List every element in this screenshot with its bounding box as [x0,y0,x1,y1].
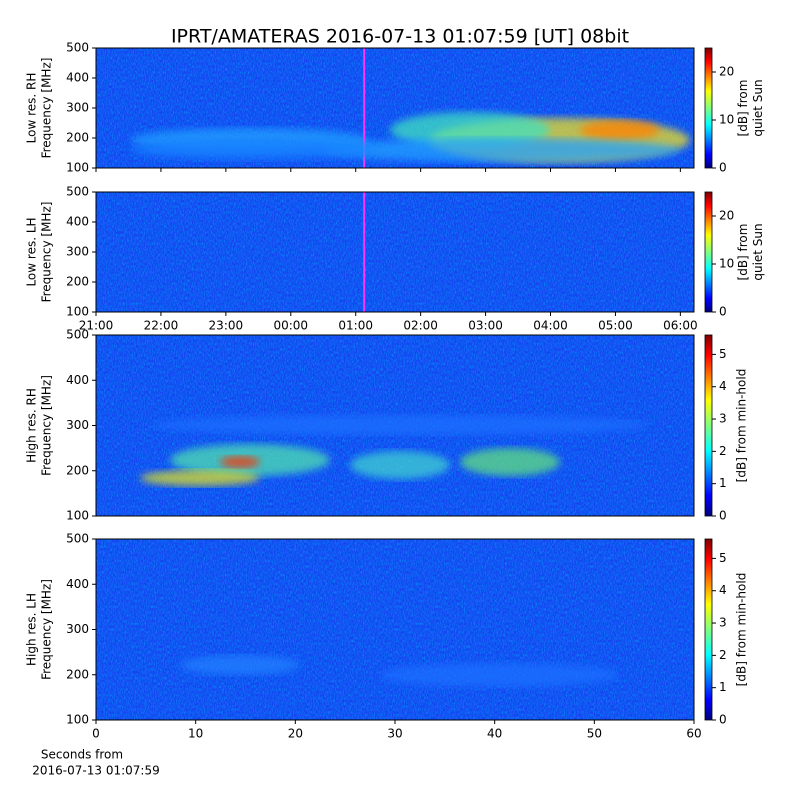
x-tick-label: 50 [587,727,602,741]
x-tick-label: 23:00 [209,319,244,333]
colorbar-label: [dB] from [736,224,750,281]
x-tick-label: 40 [487,727,502,741]
emission [220,456,260,468]
x-tick-label: 01:00 [338,319,373,333]
y-tick-label: 100 [66,161,89,175]
colorbar-tick-label: 10 [719,257,734,271]
y-tick-label: 200 [66,131,89,145]
x-tick-label: 05:00 [598,319,633,333]
colorbar-tick-label: 3 [719,412,727,426]
y-tick-label: 500 [66,41,89,55]
colorbar-tick-label: 0 [719,161,727,175]
emission [140,470,260,486]
emission [380,663,620,687]
y-tick-label: 100 [66,509,89,523]
y-tick-label: 200 [66,667,89,681]
y-tick-label: 100 [66,713,89,727]
y-axis-label: Frequency [MHz] [40,202,54,303]
colorbar-label: quiet Sun [751,223,765,280]
x-axis-label: 2016-07-13 01:07:59 [32,764,159,778]
y-tick-label: 300 [66,418,89,432]
y-axis-label: Frequency [MHz] [40,58,54,159]
colorbar [704,47,713,169]
y-axis-label: Low res. RH [25,73,39,144]
y-tick-label: 400 [66,215,89,229]
emission [580,120,660,140]
colorbar-tick-label: 5 [719,551,727,565]
y-tick-label: 500 [66,532,89,546]
colorbar-tick-label: 2 [719,444,727,458]
x-tick-label: 0 [92,727,100,741]
x-tick-label: 03:00 [468,319,503,333]
colorbar-tick-label: 5 [719,347,727,361]
x-tick-label: 00:00 [273,319,308,333]
colorbar-label: [dB] from [736,80,750,137]
colorbar-tick-label: 20 [719,209,734,223]
x-tick-label: 20 [288,727,303,741]
colorbar-label: quiet Sun [751,79,765,136]
x-tick-label: 21:00 [79,319,114,333]
colorbar-tick-label: 0 [719,713,727,727]
x-tick-label: 04:00 [533,319,568,333]
y-tick-label: 300 [66,245,89,259]
y-axis-label: High res. RH [25,388,39,463]
y-tick-label: 300 [66,101,89,115]
y-axis-label: Frequency [MHz] [40,375,54,476]
y-tick-label: 300 [66,622,89,636]
emission [130,140,370,160]
colorbar-tick-label: 0 [719,305,727,319]
colorbar-tick-label: 4 [719,379,727,393]
y-axis-label: Frequency [MHz] [40,579,54,680]
colorbar-label: [dB] from min-hold [735,369,749,483]
emission [150,415,650,435]
x-tick-label: 30 [387,727,402,741]
colorbar-tick-label: 2 [719,648,727,662]
title: IPRT/AMATERAS 2016-07-13 01:07:59 [UT] 0… [171,26,629,48]
colorbar-tick-label: 4 [719,583,727,597]
x-tick-label: 22:00 [144,319,179,333]
colorbar [704,191,713,313]
colorbar-tick-label: 10 [719,113,734,127]
x-tick-label: 60 [686,727,701,741]
x-tick-label: 02:00 [403,319,438,333]
emission [320,138,680,162]
colorbar-tick-label: 0 [719,509,727,523]
x-tick-label: 06:00 [663,319,698,333]
colorbar-label: [dB] from min-hold [735,573,749,687]
y-tick-label: 200 [66,275,89,289]
emission [180,655,300,675]
y-tick-label: 400 [66,71,89,85]
y-axis-label: Low res. LH [25,217,39,286]
emission [460,448,560,476]
emission [350,451,450,479]
colorbar-tick-label: 1 [719,680,727,694]
y-tick-label: 400 [66,373,89,387]
y-tick-label: 400 [66,577,89,591]
colorbar-tick-label: 1 [719,476,727,490]
colorbar-tick-label: 20 [719,65,734,79]
x-tick-label: 10 [188,727,203,741]
y-tick-label: 200 [66,463,89,477]
spectrogram-noise [96,192,694,312]
y-tick-label: 100 [66,305,89,319]
y-tick-label: 500 [66,328,89,342]
x-axis-label: Seconds from [41,748,123,762]
colorbar [704,538,713,721]
spectrogram-noise [96,539,694,720]
y-tick-label: 500 [66,185,89,199]
colorbar [704,334,713,517]
colorbar-tick-label: 3 [719,616,727,630]
y-axis-label: High res. LH [25,593,39,666]
